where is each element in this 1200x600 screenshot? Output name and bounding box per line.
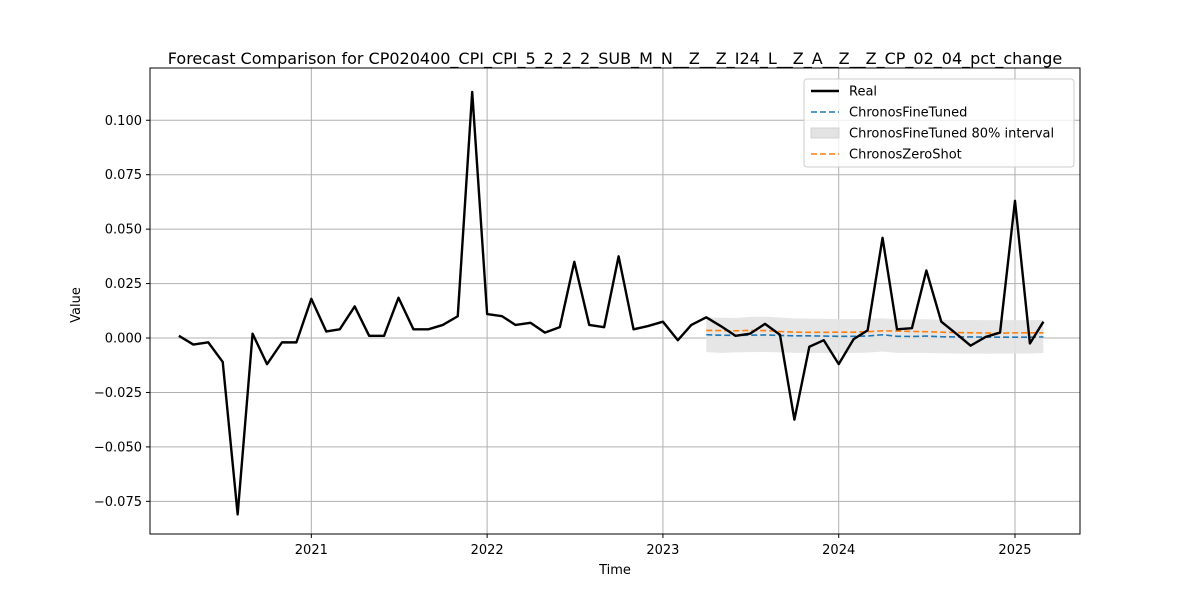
series-line-real [178,90,1045,516]
x-axis-label: Time [598,563,631,578]
y-tick-label: 0.100 [105,114,142,129]
x-tick-label: 2021 [295,543,328,558]
y-tick-label: 0.025 [105,277,142,292]
y-tick-label: 0.050 [105,223,142,238]
y-tick-label: −0.075 [94,495,142,510]
series-line-chronoszeroshot [706,329,1044,335]
x-tick-label: 2022 [471,543,504,558]
y-tick-label: −0.025 [94,386,142,401]
series-layer [178,90,1045,516]
legend-label-chronoszeroshot: ChronosZeroShot [849,148,962,163]
y-tick-label: 0.000 [105,332,142,347]
y-axis-label: Value [69,287,84,323]
legend-label-chronosfinetuned: ChronosFineTuned [849,106,967,121]
x-tick-label: 2025 [998,543,1031,558]
legend-swatch-chronosfinetuned-80-interval [810,127,840,139]
axis-ticks: 2021 2022 2023 2024 2025 −0.075 −0.050 −0.025 0.… [94,114,1032,558]
legend-label-chronosfinetuned-80-interval: ChronosFineTuned 80% interval [849,127,1054,142]
y-tick-label: 0.075 [105,168,142,183]
plot-frame [149,67,1081,535]
legend-box [803,78,1075,168]
legend-label-real: Real [849,85,877,100]
grid-lines [150,68,1080,534]
x-tick-label: 2024 [822,543,855,558]
x-tick-label: 2023 [646,543,679,558]
y-tick-label: −0.050 [94,440,142,455]
interval-band-layer [706,316,1044,354]
chart-title: Forecast Comparison for CP020400_CPI_CPI… [168,49,1062,69]
legend: Real ChronosFineTuned ChronosFineTuned 80%… [803,78,1075,168]
interval-band [706,316,1044,354]
